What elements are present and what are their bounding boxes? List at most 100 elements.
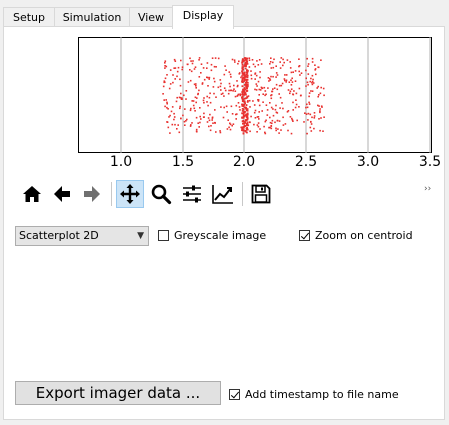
scatter-point <box>319 108 321 110</box>
scatter-point <box>173 58 176 61</box>
scatter-point <box>164 105 166 108</box>
scatter-point <box>290 132 293 135</box>
scatter-point <box>275 127 277 130</box>
forward-arrow-icon[interactable] <box>78 180 106 208</box>
scatter-point <box>181 68 183 71</box>
scatter-plot[interactable] <box>78 37 432 153</box>
timestamp-checkbox[interactable]: Add timestamp to file name <box>229 388 399 401</box>
scatter-point <box>252 63 255 66</box>
scatter-point <box>178 96 181 99</box>
scatter-point <box>250 70 252 72</box>
scatter-point <box>306 103 308 106</box>
scatter-point <box>246 81 249 84</box>
scatter-point <box>246 96 249 99</box>
scatter-point <box>245 104 248 106</box>
scatter-point <box>243 87 246 90</box>
scatter-point <box>174 78 176 80</box>
scatter-point <box>172 81 174 84</box>
scatter-point <box>248 99 251 102</box>
tab-setup[interactable]: Setup <box>3 7 55 27</box>
timestamp-checkbox-box[interactable] <box>229 389 240 400</box>
scatter-point <box>206 101 208 103</box>
scatter-point <box>249 121 251 124</box>
scatter-point <box>268 78 271 80</box>
tab-display[interactable]: Display <box>172 5 234 29</box>
scatter-point <box>234 95 237 98</box>
scatter-point <box>236 113 238 115</box>
scatter-point <box>231 124 233 127</box>
scatter-point <box>243 78 246 81</box>
tab-view[interactable]: View <box>129 7 173 27</box>
scatter-point <box>241 120 244 123</box>
scatter-point <box>198 126 200 128</box>
scatter-point <box>311 74 314 77</box>
greyscale-checkbox[interactable]: Greyscale image <box>158 229 266 242</box>
scatter-point <box>195 101 197 104</box>
scatter-point <box>276 119 279 122</box>
save-icon[interactable] <box>247 180 275 208</box>
scatter-point <box>241 71 244 74</box>
scatter-point <box>246 74 249 77</box>
scatter-point <box>164 67 166 69</box>
scatter-point <box>272 66 275 69</box>
scatter-point <box>259 89 262 91</box>
scatter-point <box>214 109 216 111</box>
scatter-point <box>246 112 249 115</box>
export-imager-data-button[interactable]: Export imager data ... <box>15 381 221 405</box>
scatter-point <box>223 73 226 76</box>
timestamp-label: Add timestamp to file name <box>245 388 399 401</box>
scatter-point <box>270 75 272 78</box>
scatter-point <box>229 128 232 131</box>
scatter-point <box>243 59 246 62</box>
scatter-point <box>189 125 192 127</box>
tick-label: 1.5 <box>171 154 195 170</box>
scatter-point <box>241 85 244 88</box>
scatter-point <box>298 87 301 90</box>
zoom-centroid-checkbox[interactable]: Zoom on centroid <box>299 229 413 242</box>
scatter-point <box>270 97 273 100</box>
scatter-point <box>189 69 191 71</box>
scatter-point <box>291 117 293 120</box>
scatter-point <box>185 120 187 122</box>
scatter-point <box>237 102 240 104</box>
scatter-point <box>187 81 190 83</box>
scatter-point <box>304 112 306 114</box>
scatter-point <box>197 93 199 96</box>
tick-label: 1.0 <box>109 154 133 170</box>
scatter-point <box>166 106 168 109</box>
scatter-point <box>182 114 184 117</box>
scatter-point <box>163 99 165 101</box>
scatter-point <box>230 105 233 108</box>
pan-icon[interactable] <box>116 180 144 208</box>
scatter-point <box>265 93 267 96</box>
scatter-point <box>300 72 303 74</box>
display-mode-select[interactable]: Scatterplot 2D ▼ <box>15 226 149 246</box>
scatter-point <box>279 107 281 109</box>
tab-simulation[interactable]: Simulation <box>54 7 130 27</box>
scatter-point <box>253 104 256 106</box>
scatter-point <box>310 123 313 125</box>
scatter-point <box>190 107 192 110</box>
home-icon[interactable] <box>18 180 46 208</box>
edit-axis-icon[interactable] <box>209 180 237 208</box>
scatter-point <box>276 88 279 91</box>
scatter-point <box>269 102 271 104</box>
toolbar-overflow-button[interactable]: ›› <box>424 184 432 194</box>
configure-subplots-icon[interactable] <box>178 180 206 208</box>
scatter-point <box>289 61 291 63</box>
scatter-point <box>241 108 244 110</box>
back-arrow-icon[interactable] <box>48 180 76 208</box>
scatter-point <box>311 57 314 60</box>
scatter-point <box>313 127 315 130</box>
scatter-point <box>264 131 266 134</box>
scatter-point <box>242 122 244 125</box>
scatter-point <box>256 131 258 133</box>
scatter-point <box>220 106 222 108</box>
greyscale-checkbox-box[interactable] <box>158 230 169 241</box>
scatter-point <box>279 61 281 63</box>
scatter-point <box>260 63 263 65</box>
zoom-icon[interactable] <box>147 180 175 208</box>
scatter-point <box>179 84 182 87</box>
scatter-point <box>318 94 320 96</box>
zoom-centroid-checkbox-box[interactable] <box>299 230 310 241</box>
